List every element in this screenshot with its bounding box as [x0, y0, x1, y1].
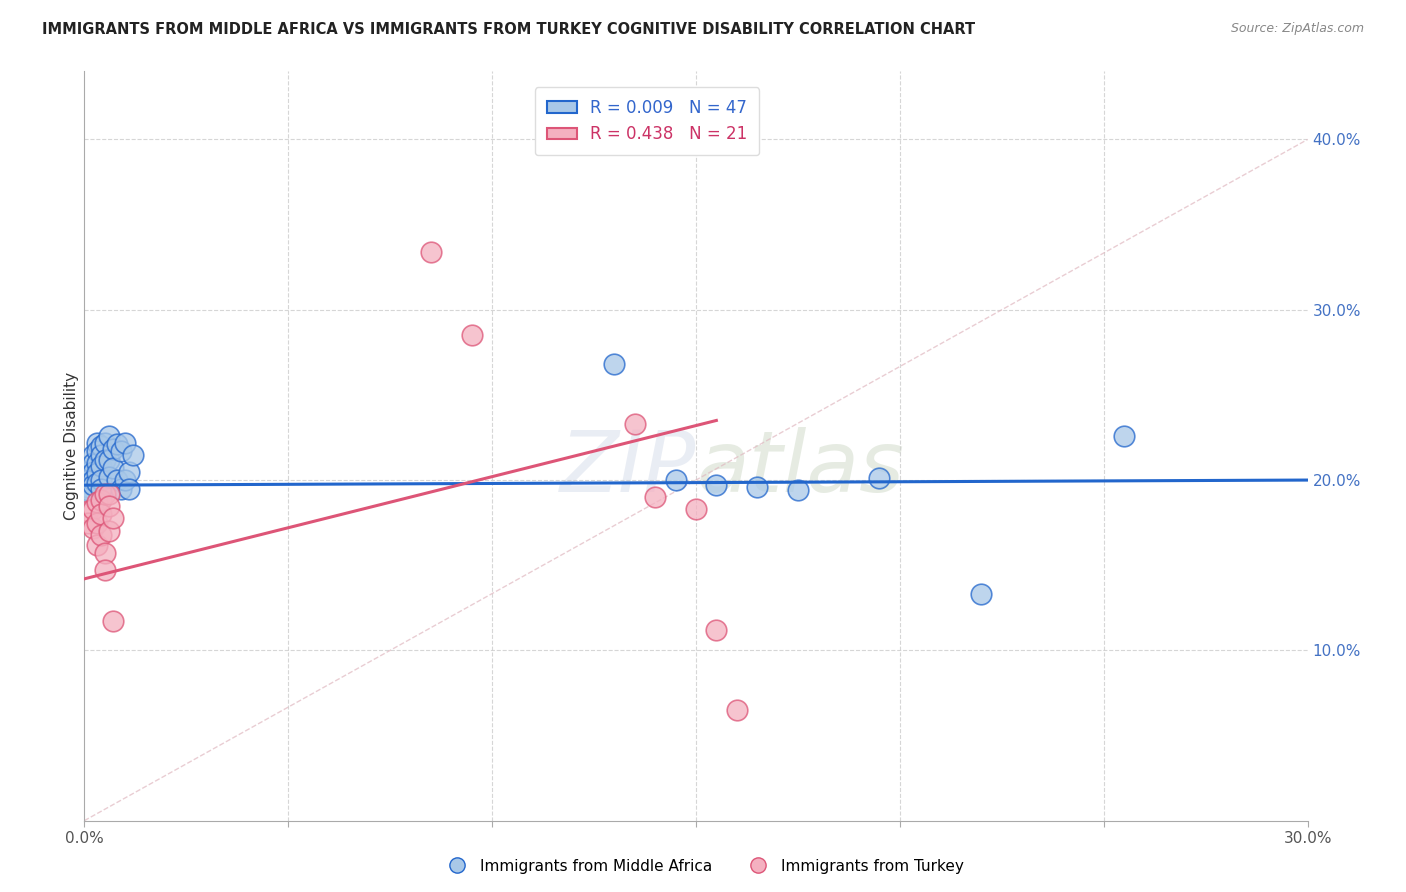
Point [77, 483, 100, 498]
Point [86, 495, 108, 509]
Point [93, 452, 115, 467]
Point [90, 459, 112, 474]
Legend: R = 0.009   N = 47, R = 0.438   N = 21: R = 0.009 N = 47, R = 0.438 N = 21 [536, 87, 759, 155]
Point [101, 615, 124, 629]
Point [665, 473, 688, 487]
Point [86, 444, 108, 458]
Point [644, 490, 666, 504]
Point [77, 516, 100, 530]
Point [90, 439, 112, 453]
Point [93, 546, 115, 560]
Point [420, 244, 443, 259]
Point [86, 516, 108, 530]
Point [77, 504, 100, 518]
Point [970, 587, 993, 601]
Point [86, 538, 108, 552]
Point [90, 493, 112, 508]
Point [101, 442, 124, 457]
Point [101, 461, 124, 475]
Point [90, 507, 112, 521]
Point [82, 521, 104, 535]
Point [86, 435, 108, 450]
Point [97, 452, 120, 467]
Text: IMMIGRANTS FROM MIDDLE AFRICA VS IMMIGRANTS FROM TURKEY COGNITIVE DISABILITY COR: IMMIGRANTS FROM MIDDLE AFRICA VS IMMIGRA… [42, 22, 976, 37]
Y-axis label: Cognitive Disability: Cognitive Disability [63, 372, 79, 520]
Point [122, 448, 145, 462]
Point [93, 563, 115, 577]
Point [685, 502, 707, 516]
Point [101, 510, 124, 524]
Point [77, 465, 100, 479]
Point [624, 417, 647, 431]
Point [869, 471, 891, 485]
Point [97, 499, 120, 513]
Text: atlas: atlas [696, 427, 904, 510]
Point [110, 444, 132, 458]
Point [82, 502, 104, 516]
Point [93, 486, 115, 500]
Point [90, 448, 112, 462]
Point [82, 478, 104, 492]
Point [105, 473, 128, 487]
Point [114, 473, 136, 487]
Point [77, 480, 100, 494]
Point [82, 465, 104, 479]
Point [118, 482, 141, 496]
Point [97, 486, 120, 500]
Point [77, 473, 100, 487]
Point [86, 456, 108, 470]
Point [97, 429, 120, 443]
Legend: Immigrants from Middle Africa, Immigrants from Turkey: Immigrants from Middle Africa, Immigrant… [436, 853, 970, 880]
Point [82, 456, 104, 470]
Point [77, 469, 100, 483]
Point [86, 467, 108, 481]
Point [747, 480, 769, 494]
Point [787, 483, 810, 498]
Point [77, 486, 100, 500]
Point [603, 357, 626, 371]
Point [97, 524, 120, 538]
Point [82, 448, 104, 462]
Point [77, 476, 100, 491]
Point [105, 437, 128, 451]
Point [90, 527, 112, 541]
Point [1114, 429, 1136, 443]
Point [86, 476, 108, 491]
Point [110, 482, 132, 496]
Point [461, 328, 484, 343]
Text: Source: ZipAtlas.com: Source: ZipAtlas.com [1230, 22, 1364, 36]
Point [90, 473, 112, 487]
Point [97, 469, 120, 483]
Point [706, 478, 728, 492]
Text: ZIP: ZIP [560, 427, 696, 510]
Point [706, 623, 728, 637]
Point [118, 465, 141, 479]
Point [82, 473, 104, 487]
Point [114, 435, 136, 450]
Point [93, 435, 115, 450]
Point [90, 482, 112, 496]
Point [725, 703, 748, 717]
